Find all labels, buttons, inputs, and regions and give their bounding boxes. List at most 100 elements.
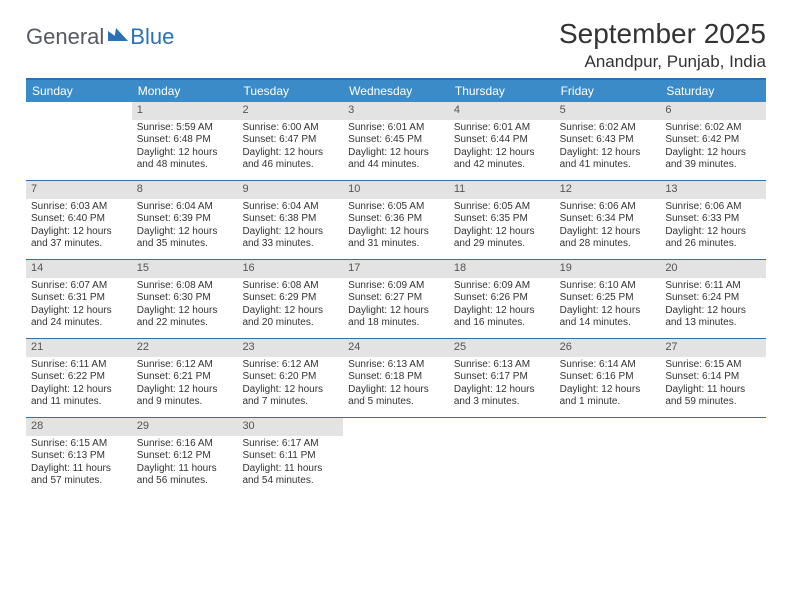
day-daylight2: and 48 minutes. xyxy=(137,159,233,172)
day-sunrise: Sunrise: 6:14 AM xyxy=(560,359,656,372)
day-daylight2: and 16 minutes. xyxy=(454,317,550,330)
day-daylight1: Daylight: 12 hours xyxy=(137,226,233,239)
day-number: 5 xyxy=(555,102,661,120)
week-row: 7Sunrise: 6:03 AMSunset: 6:40 PMDaylight… xyxy=(26,181,766,260)
day-cell: 10Sunrise: 6:05 AMSunset: 6:36 PMDayligh… xyxy=(343,181,449,259)
day-body: Sunrise: 6:02 AMSunset: 6:43 PMDaylight:… xyxy=(555,120,661,176)
day-sunrise: Sunrise: 6:10 AM xyxy=(560,280,656,293)
day-cell: 11Sunrise: 6:05 AMSunset: 6:35 PMDayligh… xyxy=(449,181,555,259)
day-number: 13 xyxy=(660,181,766,199)
day-number: 26 xyxy=(555,339,661,357)
day-cell: 7Sunrise: 6:03 AMSunset: 6:40 PMDaylight… xyxy=(26,181,132,259)
day-sunset: Sunset: 6:31 PM xyxy=(31,292,127,305)
day-cell: 27Sunrise: 6:15 AMSunset: 6:14 PMDayligh… xyxy=(660,339,766,417)
day-body: Sunrise: 6:12 AMSunset: 6:20 PMDaylight:… xyxy=(237,357,343,413)
day-cell xyxy=(343,418,449,496)
day-daylight2: and 59 minutes. xyxy=(665,396,761,409)
day-daylight1: Daylight: 12 hours xyxy=(348,226,444,239)
day-sunrise: Sunrise: 6:04 AM xyxy=(137,201,233,214)
day-sunrise: Sunrise: 6:15 AM xyxy=(665,359,761,372)
day-daylight2: and 57 minutes. xyxy=(31,475,127,488)
day-number xyxy=(660,418,766,436)
day-body: Sunrise: 6:17 AMSunset: 6:11 PMDaylight:… xyxy=(237,436,343,492)
day-body: Sunrise: 6:07 AMSunset: 6:31 PMDaylight:… xyxy=(26,278,132,334)
day-body: Sunrise: 6:00 AMSunset: 6:47 PMDaylight:… xyxy=(237,120,343,176)
day-number: 22 xyxy=(132,339,238,357)
day-daylight1: Daylight: 11 hours xyxy=(242,463,338,476)
day-sunrise: Sunrise: 6:06 AM xyxy=(665,201,761,214)
day-number: 10 xyxy=(343,181,449,199)
day-daylight1: Daylight: 12 hours xyxy=(665,305,761,318)
day-cell: 30Sunrise: 6:17 AMSunset: 6:11 PMDayligh… xyxy=(237,418,343,496)
day-body: Sunrise: 6:13 AMSunset: 6:18 PMDaylight:… xyxy=(343,357,449,413)
day-sunset: Sunset: 6:21 PM xyxy=(137,371,233,384)
day-sunset: Sunset: 6:40 PM xyxy=(31,213,127,226)
dow-monday: Monday xyxy=(132,80,238,102)
day-daylight1: Daylight: 12 hours xyxy=(560,305,656,318)
day-cell: 4Sunrise: 6:01 AMSunset: 6:44 PMDaylight… xyxy=(449,102,555,180)
day-sunset: Sunset: 6:47 PM xyxy=(242,134,338,147)
day-daylight2: and 44 minutes. xyxy=(348,159,444,172)
day-sunrise: Sunrise: 6:01 AM xyxy=(454,122,550,135)
day-number: 6 xyxy=(660,102,766,120)
day-daylight1: Daylight: 12 hours xyxy=(454,305,550,318)
day-daylight1: Daylight: 12 hours xyxy=(31,384,127,397)
day-sunrise: Sunrise: 6:05 AM xyxy=(348,201,444,214)
day-number: 14 xyxy=(26,260,132,278)
day-number: 16 xyxy=(237,260,343,278)
day-body: Sunrise: 6:08 AMSunset: 6:29 PMDaylight:… xyxy=(237,278,343,334)
day-number: 7 xyxy=(26,181,132,199)
day-number: 19 xyxy=(555,260,661,278)
day-daylight1: Daylight: 12 hours xyxy=(242,147,338,160)
day-sunrise: Sunrise: 6:08 AM xyxy=(242,280,338,293)
day-body: Sunrise: 6:06 AMSunset: 6:33 PMDaylight:… xyxy=(660,199,766,255)
weeks-container: 1Sunrise: 5:59 AMSunset: 6:48 PMDaylight… xyxy=(26,102,766,496)
day-sunset: Sunset: 6:13 PM xyxy=(31,450,127,463)
day-daylight2: and 28 minutes. xyxy=(560,238,656,251)
day-body: Sunrise: 6:13 AMSunset: 6:17 PMDaylight:… xyxy=(449,357,555,413)
day-sunset: Sunset: 6:34 PM xyxy=(560,213,656,226)
day-number: 1 xyxy=(132,102,238,120)
day-number: 24 xyxy=(343,339,449,357)
day-daylight1: Daylight: 12 hours xyxy=(242,226,338,239)
day-daylight2: and 29 minutes. xyxy=(454,238,550,251)
day-daylight1: Daylight: 11 hours xyxy=(31,463,127,476)
day-cell: 17Sunrise: 6:09 AMSunset: 6:27 PMDayligh… xyxy=(343,260,449,338)
day-daylight2: and 37 minutes. xyxy=(31,238,127,251)
day-sunset: Sunset: 6:30 PM xyxy=(137,292,233,305)
day-daylight1: Daylight: 11 hours xyxy=(137,463,233,476)
day-sunset: Sunset: 6:39 PM xyxy=(137,213,233,226)
day-daylight2: and 5 minutes. xyxy=(348,396,444,409)
dow-saturday: Saturday xyxy=(660,80,766,102)
day-daylight1: Daylight: 12 hours xyxy=(31,305,127,318)
title-block: September 2025 Anandpur, Punjab, India xyxy=(559,18,766,72)
day-body: Sunrise: 6:09 AMSunset: 6:26 PMDaylight:… xyxy=(449,278,555,334)
day-number xyxy=(555,418,661,436)
day-sunset: Sunset: 6:42 PM xyxy=(665,134,761,147)
day-cell: 26Sunrise: 6:14 AMSunset: 6:16 PMDayligh… xyxy=(555,339,661,417)
day-sunrise: Sunrise: 6:17 AM xyxy=(242,438,338,451)
day-daylight1: Daylight: 12 hours xyxy=(560,147,656,160)
day-cell: 20Sunrise: 6:11 AMSunset: 6:24 PMDayligh… xyxy=(660,260,766,338)
day-cell: 1Sunrise: 5:59 AMSunset: 6:48 PMDaylight… xyxy=(132,102,238,180)
day-cell: 3Sunrise: 6:01 AMSunset: 6:45 PMDaylight… xyxy=(343,102,449,180)
page: General Blue September 2025 Anandpur, Pu… xyxy=(0,0,792,496)
day-sunrise: Sunrise: 6:15 AM xyxy=(31,438,127,451)
day-cell: 23Sunrise: 6:12 AMSunset: 6:20 PMDayligh… xyxy=(237,339,343,417)
day-cell: 8Sunrise: 6:04 AMSunset: 6:39 PMDaylight… xyxy=(132,181,238,259)
day-number xyxy=(343,418,449,436)
day-number: 17 xyxy=(343,260,449,278)
day-number: 4 xyxy=(449,102,555,120)
dow-wednesday: Wednesday xyxy=(343,80,449,102)
page-title: September 2025 xyxy=(559,18,766,50)
day-daylight1: Daylight: 11 hours xyxy=(665,384,761,397)
day-sunrise: Sunrise: 6:02 AM xyxy=(665,122,761,135)
day-body: Sunrise: 5:59 AMSunset: 6:48 PMDaylight:… xyxy=(132,120,238,176)
day-daylight1: Daylight: 12 hours xyxy=(454,384,550,397)
day-body: Sunrise: 6:04 AMSunset: 6:39 PMDaylight:… xyxy=(132,199,238,255)
week-row: 28Sunrise: 6:15 AMSunset: 6:13 PMDayligh… xyxy=(26,418,766,496)
day-number: 18 xyxy=(449,260,555,278)
day-daylight1: Daylight: 12 hours xyxy=(137,147,233,160)
day-body: Sunrise: 6:05 AMSunset: 6:36 PMDaylight:… xyxy=(343,199,449,255)
day-number: 30 xyxy=(237,418,343,436)
